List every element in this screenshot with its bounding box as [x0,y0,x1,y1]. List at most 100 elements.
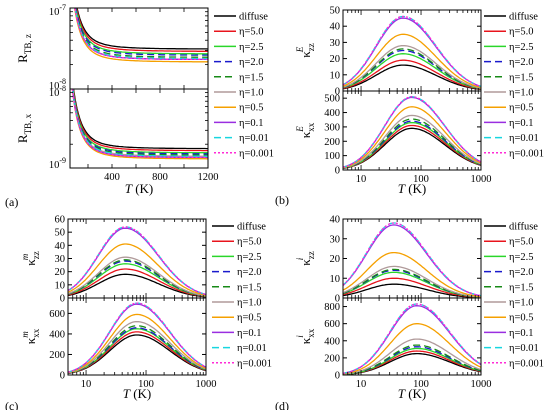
x-tick-label: 1000 [196,379,217,390]
series-line-7 [343,224,481,297]
y-tick-label: 10 [330,274,341,285]
series-line-8 [74,8,208,60]
legend-entry: diffuse [509,12,538,23]
y-axis-title: κzzi [295,251,316,266]
y-tick-label: 400 [324,108,340,119]
legend-entry: η=0.01 [239,133,269,144]
y-tick-label: 10-8 [49,84,66,99]
legend-entry: η=1.5 [237,282,262,293]
legend-entry: η=5.0 [509,237,534,248]
series-line-1 [75,8,208,52]
legend-entry: η=0.1 [509,328,534,339]
legend-entry: η=0.001 [239,148,274,159]
x-axis-title: T (K) [398,181,427,196]
panel-label: (b) [275,193,289,207]
legend: diffuse η=5.0 η=2.5 η=2.0 η=1.5 η=1.0 η=0.5 η=0… [212,222,272,369]
y-tick-label: 500 [324,94,340,105]
legend-entry: η=0.1 [237,328,262,339]
series-line-1 [343,59,481,90]
legend: diffuse η=5.0 η=2.5 η=2.0 η=1.5 η=1.0 η=0.5 η=0… [484,222,544,369]
y-tick-label: 200 [324,137,340,148]
subplot-top: 0 10 20 30 40 50 κzzE [295,6,482,98]
series-line-0 [76,8,208,50]
y-tick-label: 600 [324,319,340,330]
series-line-6 [68,243,206,296]
subplot-top: 10-8 10-7 RTB, z [15,3,209,92]
subplot-top: 0 10 20 30 40 50 60 κzzm [20,215,207,305]
legend-entry: η=0.001 [237,358,272,369]
legend-entry: η=1.0 [239,88,264,99]
series-line-6 [343,33,481,89]
legend: diffuse η=5.0 η=2.5 η=2.0 η=1.5 η=1.0 η=0.5 η=0… [214,12,274,159]
legend-entry: η=1.0 [509,88,534,99]
y-tick-label: 50 [55,228,66,239]
series-line-0 [72,89,208,150]
y-tick-label: 40 [330,215,341,226]
plot-frame [69,88,209,169]
legend-entry: η=1.5 [509,72,534,83]
y-tick-label: 10-8 [49,77,66,92]
series-line-0 [343,283,481,298]
legend-entry: η=0.01 [237,343,267,354]
x-axis-title: T (K) [398,386,427,401]
series-line-9 [71,89,208,159]
legend-entry: η=0.5 [237,313,262,324]
panel-a: 10-8 10-7 RTB, z 10-9 10-8 RTB, x 400 800 1200 T … [5,3,274,209]
legend-entry: η=1.5 [239,72,264,83]
series-line-3 [72,89,208,155]
series-line-9 [68,302,206,373]
y-tick-label: 10-9 [49,156,66,171]
legend-entry: η=5.0 [239,27,264,38]
y-tick-label: 0 [335,166,340,177]
series-line-5 [343,114,481,169]
series-line-2 [343,53,481,90]
y-tick-label: 800 [324,302,340,313]
legend-entry: η=0.01 [509,133,539,144]
legend-entry: η=5.0 [509,27,534,38]
legend-entry: diffuse [509,222,538,233]
series-line-6 [73,8,208,63]
legend-entry: η=0.1 [239,118,264,129]
series-line-4 [343,48,481,90]
legend-entry: η=2.0 [509,267,534,278]
legend-entry: η=2.0 [239,57,264,68]
y-tick-label: 600 [49,309,65,320]
series-line-5 [71,89,208,157]
y-tick-label: 40 [330,22,341,33]
series-line-9 [343,15,481,88]
series-line-2 [343,347,481,375]
legend-entry: η=0.5 [509,103,534,114]
y-tick-label: 10-7 [49,3,66,18]
series-line-9 [343,303,481,374]
x-axis-title: T (K) [125,181,154,196]
series-line-4 [343,344,481,375]
legend-entry: η=1.0 [237,298,262,309]
panel-label: (d) [275,399,289,410]
y-axis-title: RTB, z [15,34,33,63]
series-line-5 [343,44,481,89]
x-tick-label: 100 [138,379,154,390]
y-tick-label: 200 [49,350,65,361]
y-axis-title: RTB, x [15,113,33,143]
subplot-top: 0 10 20 30 40 κzzi [295,215,482,305]
series-line-1 [72,89,208,152]
y-tick-label: 20 [330,254,341,265]
y-tick-label: 0 [60,371,65,382]
y-tick-label: 100 [324,151,340,162]
legend-entry: η=0.01 [509,343,539,354]
y-tick-label: 50 [330,6,341,17]
series-line-6 [71,90,208,160]
series-line-6 [343,323,481,375]
series-line-2 [75,8,208,55]
legend-entry: η=2.0 [237,267,262,278]
y-tick-label: 30 [330,38,341,49]
series-line-4 [74,8,208,58]
series-line-5 [68,320,206,374]
legend-entry: η=2.5 [237,252,262,263]
y-axis-title: κxxi [295,328,316,344]
y-tick-label: 60 [55,215,66,226]
series-line-1 [343,277,481,298]
legend-entry: η=0.001 [509,358,544,369]
series-line-0 [343,64,481,91]
